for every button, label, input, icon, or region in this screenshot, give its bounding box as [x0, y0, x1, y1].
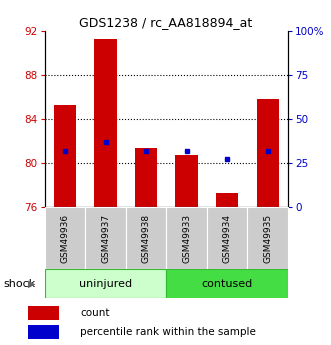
Bar	[135, 148, 157, 207]
Bar	[247, 207, 288, 269]
Bar	[85, 207, 126, 269]
Bar	[54, 105, 76, 207]
Text: GSM49933: GSM49933	[182, 214, 191, 263]
Bar	[175, 155, 198, 207]
Bar	[207, 207, 247, 269]
Text: percentile rank within the sample: percentile rank within the sample	[80, 327, 256, 337]
Text: uninjured: uninjured	[79, 279, 132, 289]
Text: GSM49938: GSM49938	[142, 214, 151, 263]
Text: shock: shock	[3, 279, 35, 289]
Bar	[94, 39, 117, 207]
Bar	[28, 325, 59, 338]
Text: GSM49935: GSM49935	[263, 214, 272, 263]
Text: ▶: ▶	[28, 279, 35, 289]
Text: GSM49934: GSM49934	[223, 214, 232, 263]
Bar	[257, 99, 279, 207]
Bar	[126, 207, 166, 269]
Bar	[166, 207, 207, 269]
Text: contused: contused	[202, 279, 253, 289]
Bar	[166, 269, 288, 298]
Bar	[216, 193, 238, 207]
Bar	[45, 207, 85, 269]
Text: GSM49936: GSM49936	[61, 214, 70, 263]
Text: GSM49937: GSM49937	[101, 214, 110, 263]
Text: count: count	[80, 308, 110, 318]
Text: GDS1238 / rc_AA818894_at: GDS1238 / rc_AA818894_at	[79, 16, 252, 29]
Bar	[45, 269, 166, 298]
Bar	[28, 306, 59, 319]
